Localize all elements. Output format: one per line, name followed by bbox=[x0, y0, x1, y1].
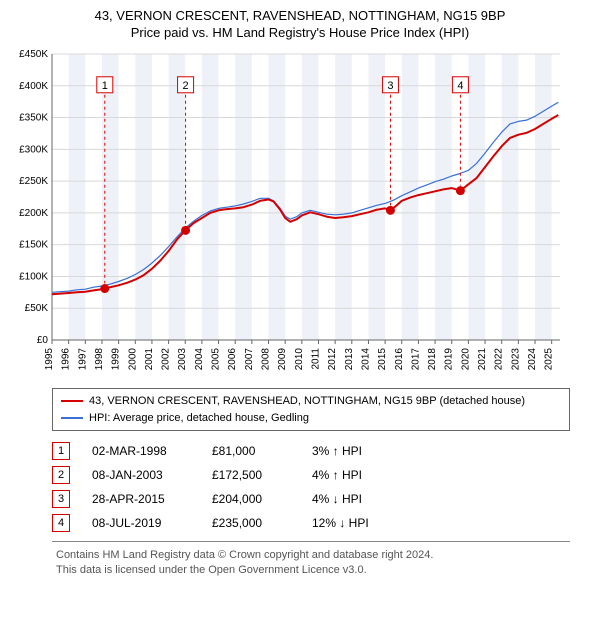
transaction-price: £204,000 bbox=[212, 492, 312, 506]
transaction-delta: 3% ↑ HPI bbox=[312, 444, 412, 458]
legend-label: HPI: Average price, detached house, Gedl… bbox=[89, 410, 309, 427]
legend-item: HPI: Average price, detached house, Gedl… bbox=[61, 410, 561, 427]
svg-text:2023: 2023 bbox=[510, 348, 521, 371]
plot-area: £0 £50K £100K £150K £200K £250K £300K £350K £400… bbox=[10, 48, 590, 378]
svg-text:£400K: £400K bbox=[19, 81, 48, 92]
transaction-row: 4 08-JUL-2019£235,00012% ↓ HPI bbox=[52, 511, 570, 535]
legend-label: 43, VERNON CRESCENT, RAVENSHEAD, NOTTING… bbox=[89, 393, 525, 410]
svg-text:£0: £0 bbox=[37, 335, 49, 346]
footer-line-2: This data is licensed under the Open Gov… bbox=[56, 563, 566, 578]
transaction-delta: 4% ↑ HPI bbox=[312, 468, 412, 482]
svg-text:1998: 1998 bbox=[94, 348, 105, 371]
svg-text:2005: 2005 bbox=[211, 348, 222, 371]
svg-text:1995: 1995 bbox=[44, 348, 55, 371]
svg-text:£300K: £300K bbox=[19, 144, 48, 155]
svg-text:2016: 2016 bbox=[394, 348, 405, 371]
svg-text:2002: 2002 bbox=[161, 348, 172, 371]
legend: 43, VERNON CRESCENT, RAVENSHEAD, NOTTING… bbox=[52, 388, 570, 431]
svg-text:£200K: £200K bbox=[19, 208, 48, 219]
svg-text:2: 2 bbox=[183, 80, 189, 92]
svg-text:£50K: £50K bbox=[25, 303, 49, 314]
transaction-row: 3 28-APR-2015£204,0004% ↓ HPI bbox=[52, 487, 570, 511]
transaction-marker: 3 bbox=[52, 490, 70, 508]
legend-item: 43, VERNON CRESCENT, RAVENSHEAD, NOTTING… bbox=[61, 393, 561, 410]
transaction-price: £81,000 bbox=[212, 444, 312, 458]
svg-text:£350K: £350K bbox=[19, 113, 48, 124]
title-line-2: Price paid vs. HM Land Registry's House … bbox=[10, 25, 590, 40]
svg-text:2021: 2021 bbox=[477, 348, 488, 371]
svg-text:2003: 2003 bbox=[177, 348, 188, 371]
svg-text:2022: 2022 bbox=[494, 348, 505, 371]
svg-text:2013: 2013 bbox=[344, 348, 355, 371]
svg-text:2020: 2020 bbox=[460, 348, 471, 371]
svg-text:2015: 2015 bbox=[377, 348, 388, 371]
transaction-delta: 12% ↓ HPI bbox=[312, 516, 412, 530]
svg-text:£250K: £250K bbox=[19, 176, 48, 187]
transaction-price: £172,500 bbox=[212, 468, 312, 482]
svg-text:2011: 2011 bbox=[310, 348, 321, 370]
chart-container: 43, VERNON CRESCENT, RAVENSHEAD, NOTTING… bbox=[0, 0, 600, 588]
title-line-1: 43, VERNON CRESCENT, RAVENSHEAD, NOTTING… bbox=[10, 8, 590, 23]
transaction-marker: 4 bbox=[52, 514, 70, 532]
svg-text:2018: 2018 bbox=[427, 348, 438, 371]
footer-line-1: Contains HM Land Registry data © Crown c… bbox=[56, 548, 566, 563]
svg-text:2007: 2007 bbox=[244, 348, 255, 371]
transaction-marker: 2 bbox=[52, 466, 70, 484]
svg-text:2004: 2004 bbox=[194, 348, 205, 371]
svg-text:2024: 2024 bbox=[527, 348, 538, 371]
svg-text:3: 3 bbox=[387, 80, 393, 92]
svg-text:1999: 1999 bbox=[111, 348, 122, 371]
svg-text:2025: 2025 bbox=[544, 348, 555, 371]
transaction-date: 08-JUL-2019 bbox=[92, 516, 212, 530]
svg-text:2017: 2017 bbox=[410, 348, 421, 371]
transaction-date: 28-APR-2015 bbox=[92, 492, 212, 506]
svg-text:2009: 2009 bbox=[277, 348, 288, 371]
svg-text:1996: 1996 bbox=[61, 348, 72, 371]
legend-swatch bbox=[61, 417, 83, 419]
legend-swatch bbox=[61, 400, 83, 402]
svg-text:2000: 2000 bbox=[127, 348, 138, 371]
transaction-marker: 1 bbox=[52, 442, 70, 460]
transaction-price: £235,000 bbox=[212, 516, 312, 530]
svg-text:2006: 2006 bbox=[227, 348, 238, 371]
transaction-row: 2 08-JAN-2003£172,5004% ↑ HPI bbox=[52, 463, 570, 487]
transaction-table: 102-MAR-1998£81,0003% ↑ HPI208-JAN-2003£… bbox=[52, 439, 570, 535]
footer-attribution: Contains HM Land Registry data © Crown c… bbox=[52, 541, 570, 582]
transaction-date: 08-JAN-2003 bbox=[92, 468, 212, 482]
svg-text:2008: 2008 bbox=[261, 348, 272, 371]
svg-text:1: 1 bbox=[102, 80, 108, 92]
line-chart-svg: £0 £50K £100K £150K £200K £250K £300K £350K £400… bbox=[10, 48, 570, 378]
svg-text:2019: 2019 bbox=[444, 348, 455, 371]
svg-text:2014: 2014 bbox=[360, 348, 371, 371]
svg-text:£150K: £150K bbox=[19, 240, 48, 251]
title-block: 43, VERNON CRESCENT, RAVENSHEAD, NOTTING… bbox=[10, 8, 590, 40]
transaction-date: 02-MAR-1998 bbox=[92, 444, 212, 458]
transaction-row: 1 02-MAR-1998£81,0003% ↑ HPI bbox=[52, 439, 570, 463]
svg-text:1997: 1997 bbox=[77, 348, 88, 371]
svg-text:£100K: £100K bbox=[19, 271, 48, 282]
svg-text:2001: 2001 bbox=[144, 348, 155, 371]
svg-text:4: 4 bbox=[457, 80, 463, 92]
svg-text:£450K: £450K bbox=[19, 49, 48, 60]
svg-text:2012: 2012 bbox=[327, 348, 338, 371]
svg-text:2010: 2010 bbox=[294, 348, 305, 371]
transaction-delta: 4% ↓ HPI bbox=[312, 492, 412, 506]
